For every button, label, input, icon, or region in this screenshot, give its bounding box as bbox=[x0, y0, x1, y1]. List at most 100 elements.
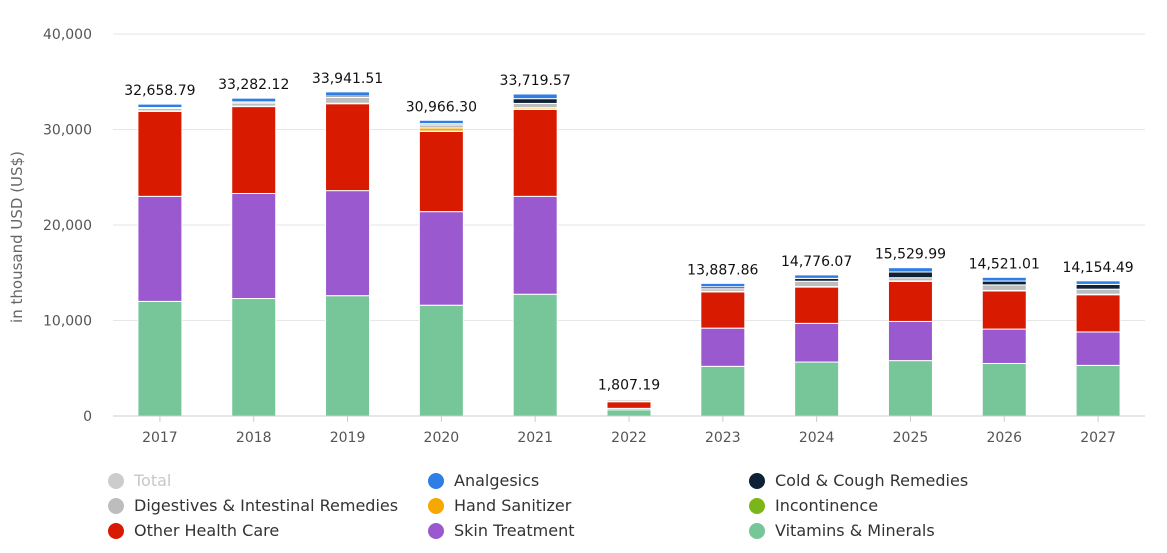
total-label: 30,966.30 bbox=[406, 99, 477, 115]
legend-item-analgesics[interactable]: Analgesics bbox=[428, 471, 539, 490]
legend-item-total[interactable]: Total bbox=[108, 471, 171, 490]
bar-segment[interactable] bbox=[231, 97, 277, 103]
y-tick-label: 20,000 bbox=[43, 218, 92, 234]
bar-segment[interactable] bbox=[981, 284, 1027, 291]
y-tick-label: 0 bbox=[83, 409, 92, 425]
bar-segment[interactable] bbox=[325, 103, 371, 192]
bar-segment[interactable] bbox=[325, 97, 371, 104]
bar-segment[interactable] bbox=[887, 320, 933, 362]
bar-segment[interactable] bbox=[231, 106, 277, 194]
bar-stack[interactable] bbox=[137, 103, 183, 417]
legend-item-vitamins-minerals[interactable]: Vitamins & Minerals bbox=[749, 521, 935, 540]
bar-segment[interactable] bbox=[981, 362, 1027, 417]
bar-segment[interactable] bbox=[794, 322, 840, 363]
total-label: 15,529.99 bbox=[875, 247, 946, 263]
bar-stack[interactable] bbox=[231, 97, 277, 417]
bar-segment[interactable] bbox=[512, 108, 558, 197]
bar-stack[interactable] bbox=[700, 282, 746, 417]
legend-label: Total bbox=[134, 471, 172, 490]
bar-segment[interactable] bbox=[1075, 364, 1121, 417]
legend-marker bbox=[108, 522, 124, 539]
bar-segment[interactable] bbox=[325, 190, 371, 297]
bar-segment[interactable] bbox=[418, 304, 464, 417]
bar-segment[interactable] bbox=[325, 91, 371, 97]
bar-stack[interactable] bbox=[325, 91, 371, 417]
x-tick-label: 2020 bbox=[424, 430, 460, 446]
bar-segment[interactable] bbox=[512, 98, 558, 104]
bar-segment[interactable] bbox=[231, 192, 277, 300]
y-tick-label: 10,000 bbox=[43, 314, 92, 330]
bar-segment[interactable] bbox=[1075, 283, 1121, 290]
x-tick-label: 2026 bbox=[986, 430, 1022, 446]
legend-marker bbox=[428, 472, 444, 489]
bar-segment[interactable] bbox=[794, 361, 840, 417]
bar-segment[interactable] bbox=[794, 280, 840, 288]
legend-item-hand-sanitizer[interactable]: Hand Sanitizer bbox=[428, 496, 571, 515]
x-tick-label: 2023 bbox=[705, 430, 741, 446]
legend-item-cold-cough[interactable]: Cold & Cough Remedies bbox=[749, 471, 968, 490]
bars bbox=[137, 91, 1121, 417]
bar-segment[interactable] bbox=[137, 300, 183, 417]
bar-segment[interactable] bbox=[981, 280, 1027, 286]
bar-segment[interactable] bbox=[700, 365, 746, 417]
bar-segment[interactable] bbox=[1075, 294, 1121, 333]
bar-segment[interactable] bbox=[512, 102, 558, 109]
bar-segment[interactable] bbox=[418, 211, 464, 306]
bar-stack[interactable] bbox=[981, 276, 1027, 417]
x-tick-label: 2025 bbox=[893, 430, 929, 446]
legend-label: Other Health Care bbox=[134, 521, 280, 540]
bar-segment[interactable] bbox=[1075, 288, 1121, 295]
bar-segment[interactable] bbox=[700, 327, 746, 367]
x-tick-label: 2022 bbox=[611, 430, 647, 446]
bar-segment[interactable] bbox=[794, 274, 840, 279]
total-label: 13,887.86 bbox=[687, 262, 758, 278]
legend-marker bbox=[428, 497, 444, 514]
bar-segment[interactable] bbox=[325, 295, 371, 417]
bar-segment[interactable] bbox=[700, 291, 746, 329]
bar-stack[interactable] bbox=[606, 398, 652, 417]
bar-segment[interactable] bbox=[1075, 331, 1121, 366]
legend-item-other-health-care[interactable]: Other Health Care bbox=[108, 521, 279, 540]
bar-stack[interactable] bbox=[1075, 280, 1121, 417]
bar-segment[interactable] bbox=[981, 276, 1027, 282]
bar-segment[interactable] bbox=[418, 119, 464, 125]
bar-stack[interactable] bbox=[887, 267, 933, 417]
x-tick-label: 2024 bbox=[799, 430, 835, 446]
bar-segment[interactable] bbox=[887, 267, 933, 273]
bar-segment[interactable] bbox=[981, 328, 1027, 364]
bar-segment[interactable] bbox=[137, 195, 183, 302]
bar-segment[interactable] bbox=[606, 401, 652, 409]
bar-segment[interactable] bbox=[606, 409, 652, 417]
bar-segment[interactable] bbox=[231, 298, 277, 417]
bar-segment[interactable] bbox=[981, 290, 1027, 330]
bar-segment[interactable] bbox=[794, 286, 840, 324]
bar-segment[interactable] bbox=[512, 293, 558, 417]
legend-marker bbox=[749, 472, 765, 489]
bar-segment[interactable] bbox=[887, 271, 933, 279]
bar-segment[interactable] bbox=[512, 93, 558, 100]
bar-segment[interactable] bbox=[700, 282, 746, 288]
bar-stack[interactable] bbox=[418, 119, 464, 417]
legend-item-digestives[interactable]: Digestives & Intestinal Remedies bbox=[108, 496, 398, 515]
bar-segment[interactable] bbox=[887, 280, 933, 322]
bar-segment[interactable] bbox=[137, 103, 183, 109]
bar-stack[interactable] bbox=[794, 274, 840, 417]
bar-segment[interactable] bbox=[512, 195, 558, 295]
legend-item-incontinence[interactable]: Incontinence bbox=[749, 496, 878, 515]
y-tick-label: 30,000 bbox=[43, 123, 92, 139]
bar-segment[interactable] bbox=[887, 360, 933, 417]
bar-stack[interactable] bbox=[512, 93, 558, 417]
bar-segment[interactable] bbox=[137, 110, 183, 197]
total-label: 33,941.51 bbox=[312, 71, 383, 87]
total-label: 14,521.01 bbox=[969, 256, 1040, 272]
legend-label: Cold & Cough Remedies bbox=[775, 471, 969, 490]
x-tick-label: 2019 bbox=[330, 430, 366, 446]
total-label: 1,807.19 bbox=[598, 378, 660, 394]
total-labels: 32,658.79 33,282.12 33,941.51 30,966.30 33,7… bbox=[124, 71, 1133, 394]
legend-label: Incontinence bbox=[775, 496, 879, 515]
legend-marker bbox=[428, 522, 444, 539]
bar-segment[interactable] bbox=[418, 130, 464, 213]
legend-label: Hand Sanitizer bbox=[454, 496, 572, 515]
legend-item-skin-treatment[interactable]: Skin Treatment bbox=[428, 521, 575, 540]
bar-segment[interactable] bbox=[1075, 280, 1121, 285]
